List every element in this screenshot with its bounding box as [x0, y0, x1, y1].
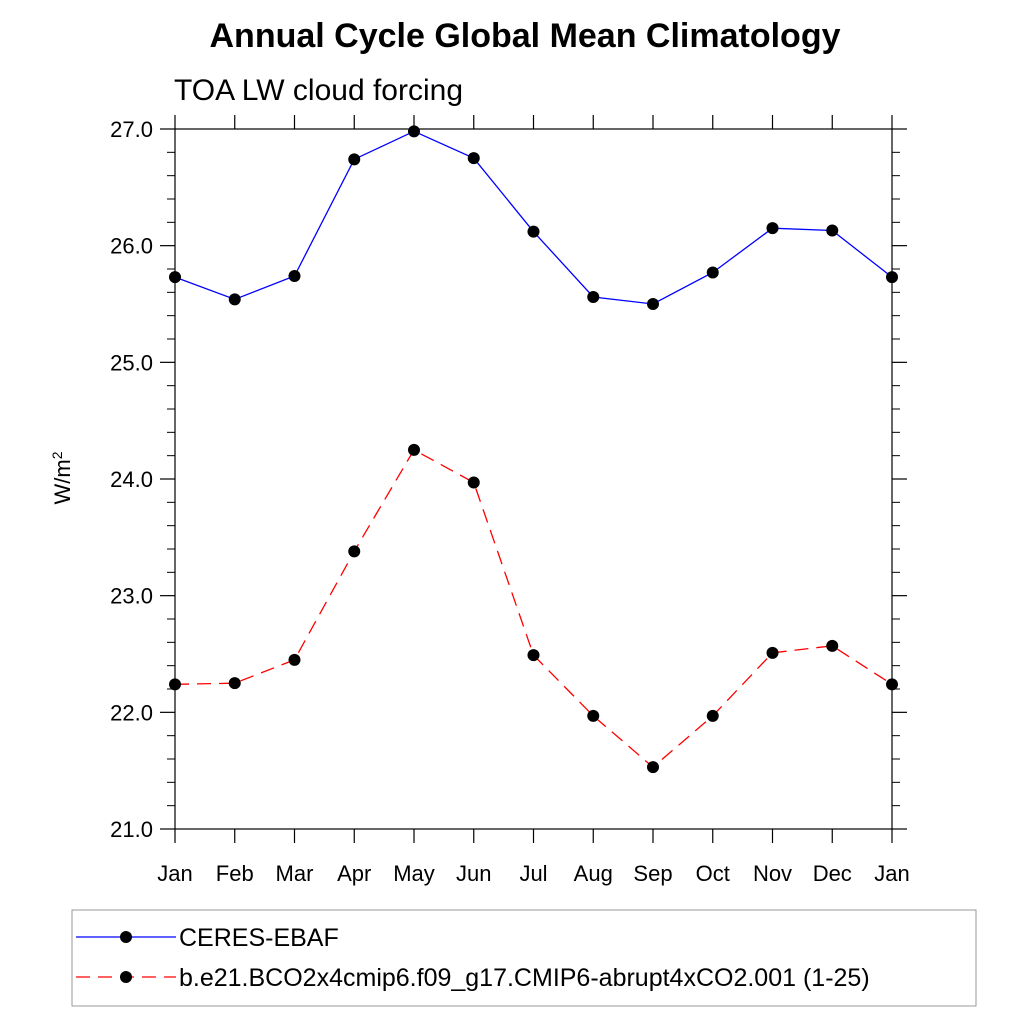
data-point — [169, 271, 181, 284]
data-point — [706, 709, 719, 722]
legend-label: CERES-EBAF — [179, 924, 339, 952]
chart-subtitle: TOA LW cloud forcing — [174, 74, 463, 107]
data-point — [467, 152, 480, 165]
y-tick-label: 21.0 — [110, 817, 153, 842]
data-point — [228, 293, 241, 306]
data-point — [228, 677, 241, 690]
data-point — [826, 639, 839, 652]
y-axis-label: W/m2 — [49, 451, 75, 504]
legend-marker — [120, 971, 132, 983]
data-point — [766, 646, 779, 659]
y-axis: 21.0 22.0 23.0 24.0 25.0 26.0 27.0 — [110, 117, 907, 842]
data-point — [587, 291, 600, 303]
y-tick-label: 23.0 — [110, 584, 153, 609]
data-point — [527, 649, 540, 662]
data-point — [647, 298, 659, 310]
y-axis-label-superscript: 2 — [49, 451, 65, 459]
y-axis-label-base: W/m — [50, 459, 75, 504]
data-point — [527, 225, 540, 238]
data-point — [706, 266, 719, 279]
x-tick-label: Jan — [157, 861, 192, 886]
x-axis: Jan Feb Mar Apr May Jun Jul Aug Sep Oct Nov Dec Jan — [157, 115, 910, 886]
data-point — [288, 270, 301, 282]
x-tick-label: Oct — [696, 861, 730, 886]
x-tick-label: May — [393, 861, 435, 886]
data-point — [467, 476, 480, 489]
data-point — [408, 443, 420, 456]
x-tick-label: Jul — [519, 861, 547, 886]
y-tick-label: 22.0 — [110, 700, 153, 725]
y-tick-label: 26.0 — [110, 234, 153, 259]
y-tick-label: 24.0 — [110, 467, 153, 492]
series-layer — [169, 125, 898, 774]
y-tick-label: 27.0 — [110, 117, 153, 142]
x-tick-label: Sep — [633, 861, 672, 886]
data-point — [886, 678, 898, 691]
data-point — [348, 153, 361, 166]
x-tick-label: Jan — [874, 861, 909, 886]
data-point — [288, 653, 301, 666]
x-tick-label: Nov — [753, 861, 792, 886]
legend-label: b.e21.BCO2x4cmip6.f09_g17.CMIP6-abrupt4x… — [179, 964, 870, 992]
series-line — [174, 130, 893, 305]
x-tick-label: Mar — [276, 861, 314, 886]
legend-items: CERES-EBAF b.e21.BCO2x4cmip6.f09_g17.CMIP… — [76, 924, 870, 992]
legend-marker — [120, 931, 132, 943]
chart-title: Annual Cycle Global Mean Climatology — [210, 17, 841, 55]
y-tick-label: 25.0 — [110, 350, 153, 375]
data-point — [766, 222, 779, 235]
series-1 — [169, 125, 898, 310]
data-point — [826, 224, 839, 237]
series-line — [174, 448, 893, 769]
x-tick-label: Apr — [337, 861, 371, 886]
data-point — [348, 545, 361, 558]
x-tick-label: Dec — [813, 861, 852, 886]
data-point — [587, 709, 600, 722]
x-tick-label: Aug — [574, 861, 613, 886]
x-tick-label: Feb — [216, 861, 254, 886]
data-point — [886, 271, 898, 284]
series-2 — [169, 443, 898, 774]
legend: CERES-EBAF b.e21.BCO2x4cmip6.f09_g17.CMIP… — [71, 909, 977, 1007]
data-point — [408, 125, 420, 138]
legend-box — [71, 909, 977, 1007]
x-tick-label: Jun — [456, 861, 491, 886]
data-point — [169, 678, 181, 691]
data-point — [647, 761, 659, 774]
